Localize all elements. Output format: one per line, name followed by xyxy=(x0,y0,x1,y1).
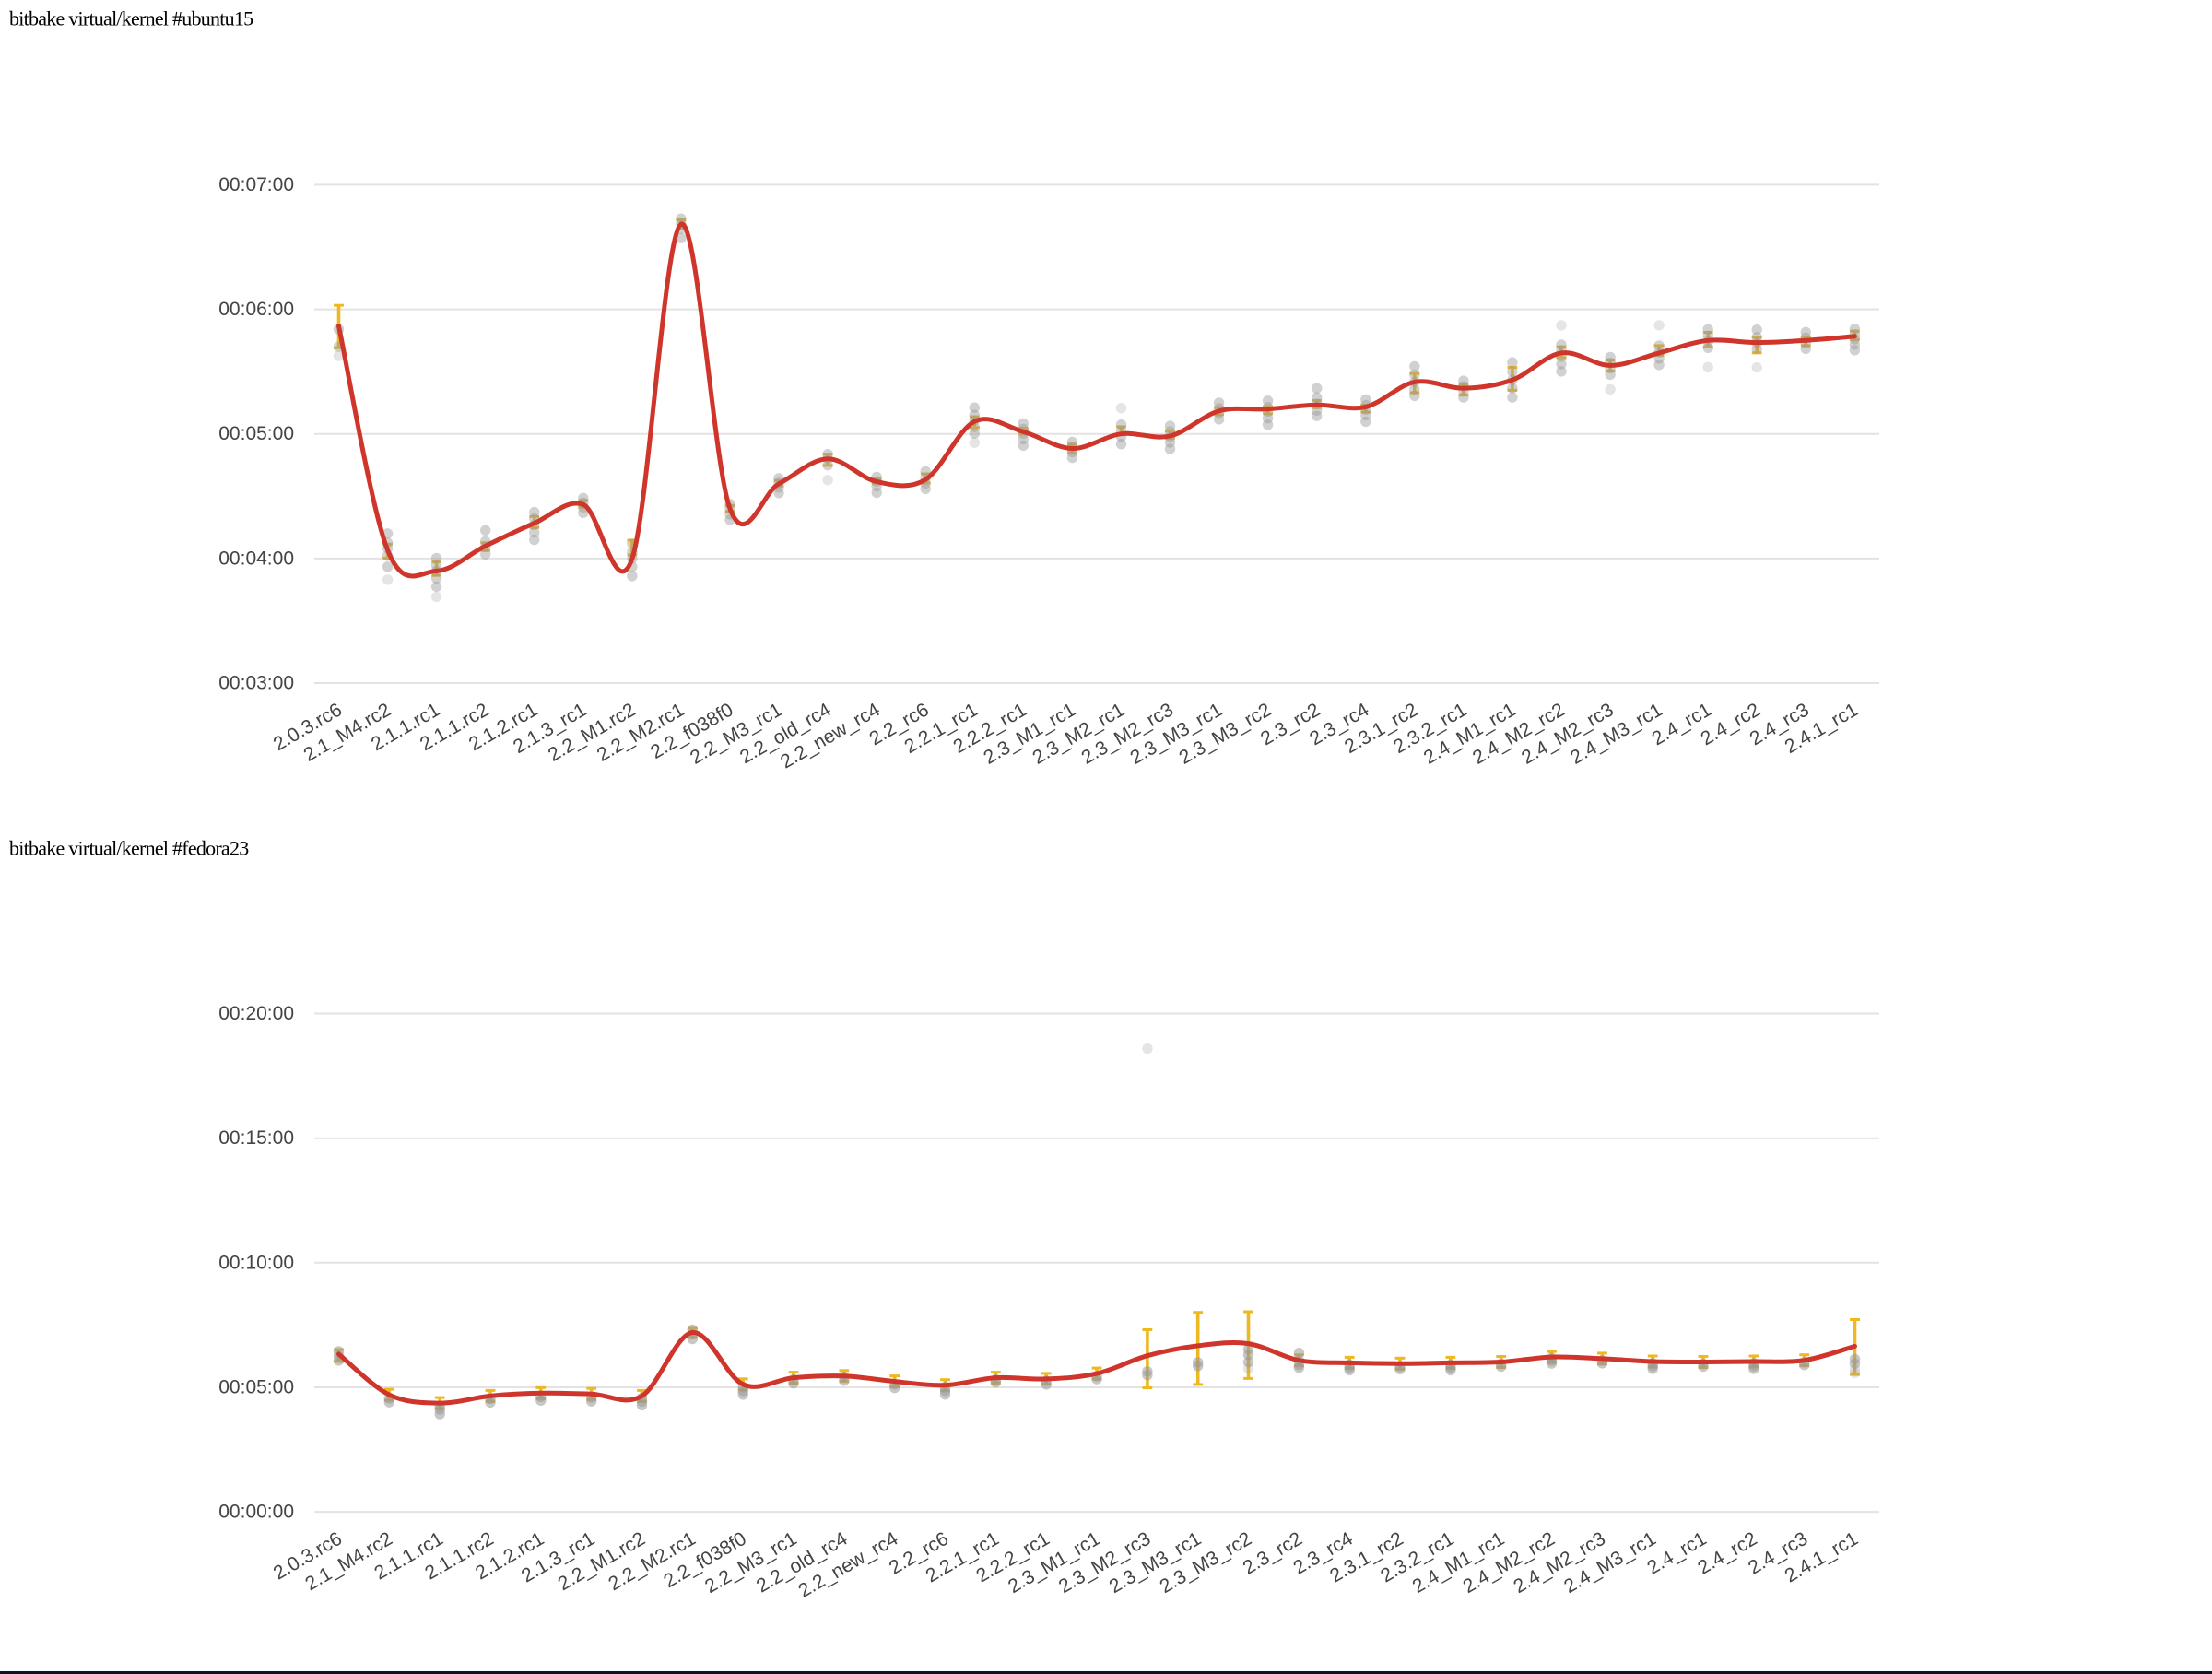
svg-text:00:05:00: 00:05:00 xyxy=(218,1377,294,1398)
svg-text:bitbake virtual/kernel #fedora: bitbake virtual/kernel #fedora23 xyxy=(9,837,249,860)
svg-text:bitbake virtual/kernel #ubuntu: bitbake virtual/kernel #ubuntu15 xyxy=(9,7,253,30)
svg-text:00:05:00: 00:05:00 xyxy=(218,423,294,444)
svg-text:00:06:00: 00:06:00 xyxy=(218,299,294,320)
svg-text:00:20:00: 00:20:00 xyxy=(218,1003,294,1024)
svg-text:00:04:00: 00:04:00 xyxy=(218,548,294,569)
svg-text:00:00:00: 00:00:00 xyxy=(218,1502,294,1523)
svg-text:00:15:00: 00:15:00 xyxy=(218,1127,294,1149)
svg-text:00:03:00: 00:03:00 xyxy=(218,673,294,694)
svg-text:00:07:00: 00:07:00 xyxy=(218,174,294,195)
svg-text:00:10:00: 00:10:00 xyxy=(218,1252,294,1273)
